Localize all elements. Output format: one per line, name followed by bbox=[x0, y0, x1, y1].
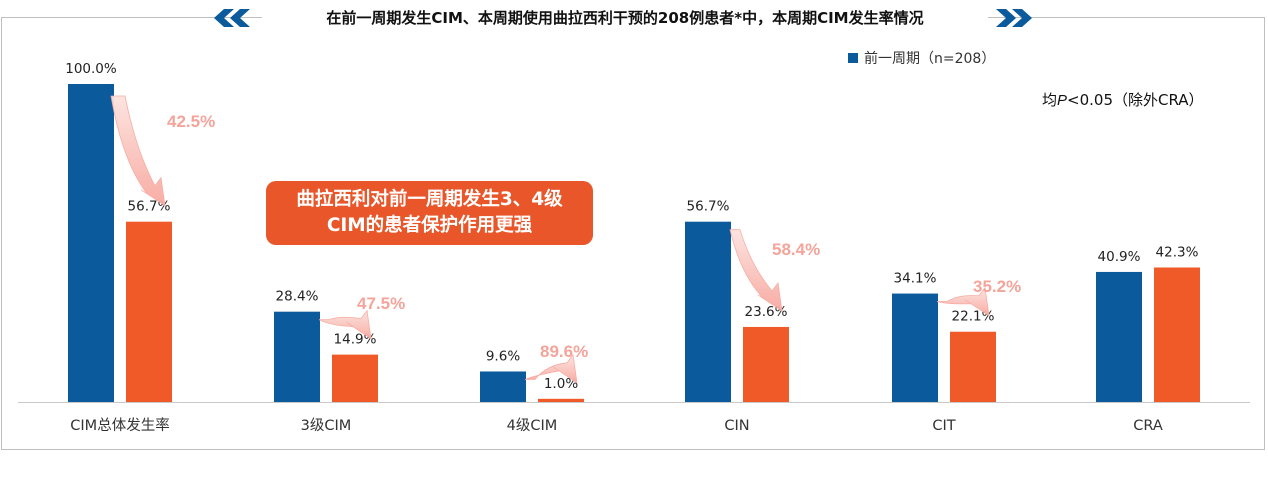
note-p-symbol: P bbox=[1057, 92, 1068, 109]
bar-previous-cycle bbox=[68, 84, 114, 402]
reduction-label: 35.2% bbox=[973, 277, 1021, 296]
bar-current-cycle bbox=[743, 326, 789, 402]
data-label-previous: 9.6% bbox=[486, 348, 520, 364]
legend-label: 前一周期（n=208） bbox=[864, 51, 996, 67]
bar-current-cycle bbox=[126, 221, 172, 402]
bar-current-cycle bbox=[538, 398, 584, 402]
x-tick-label: CRA bbox=[1133, 418, 1163, 434]
x-tick-label: CIN bbox=[724, 418, 749, 434]
significance-note: 均P<0.05（除外CRA） bbox=[1042, 89, 1204, 110]
callout-line-2: CIM的患者保护作用更强 bbox=[326, 215, 533, 236]
reduction-arrow bbox=[729, 229, 783, 312]
data-label-previous: 34.1% bbox=[894, 271, 937, 287]
x-tick-label: 3级CIM bbox=[301, 417, 352, 434]
data-label-previous: 40.9% bbox=[1098, 249, 1141, 265]
note-prefix: 均 bbox=[1042, 91, 1058, 109]
bar-previous-cycle bbox=[892, 293, 938, 402]
reduction-label: 47.5% bbox=[357, 294, 405, 313]
callout-box: 曲拉西利对前一周期发生3、4级 CIM的患者保护作用更强 bbox=[266, 181, 593, 245]
data-label-previous: 100.0% bbox=[65, 61, 117, 77]
reduction-arrow bbox=[110, 95, 166, 207]
data-label-current: 42.3% bbox=[1156, 244, 1199, 260]
chart-frame bbox=[1, 17, 1265, 450]
bar-current-cycle bbox=[950, 331, 996, 402]
bar-previous-cycle bbox=[274, 311, 320, 402]
data-label-current: 1.0% bbox=[544, 376, 578, 392]
data-label-previous: 28.4% bbox=[276, 289, 319, 305]
double-chevron-left-icon bbox=[214, 9, 250, 27]
reduction-label: 58.4% bbox=[772, 240, 820, 259]
bar-current-cycle bbox=[1154, 267, 1200, 402]
bar-previous-cycle bbox=[480, 371, 526, 402]
chart-title: 在前一周期发生CIM、本周期使用曲拉西利干预的208例患者*中，本周期CIM发生… bbox=[262, 6, 988, 30]
reduction-arrow bbox=[936, 286, 990, 317]
x-tick-label: CIM总体发生率 bbox=[70, 417, 169, 434]
title-bar: 在前一周期发生CIM、本周期使用曲拉西利干预的208例患者*中，本周期CIM发生… bbox=[0, 6, 1268, 32]
reduction-arrow bbox=[524, 353, 578, 384]
callout-line-1: 曲拉西利对前一周期发生3、4级 bbox=[296, 189, 563, 210]
bar-previous-cycle bbox=[1096, 271, 1142, 402]
legend-swatch-previous-cycle bbox=[848, 53, 858, 63]
reduction-label: 89.6% bbox=[540, 342, 588, 361]
reduction-label: 42.5% bbox=[167, 112, 215, 131]
double-chevron-right-icon bbox=[996, 9, 1032, 27]
x-tick-label: CIT bbox=[932, 418, 955, 434]
data-label-previous: 56.7% bbox=[687, 199, 730, 215]
reduction-arrow bbox=[318, 309, 372, 340]
note-suffix: <0.05（除外CRA） bbox=[1067, 91, 1204, 109]
x-tick-label: 4级CIM bbox=[507, 417, 558, 434]
bar-current-cycle bbox=[332, 354, 378, 402]
legend: 前一周期（n=208） bbox=[848, 48, 995, 68]
bar-previous-cycle bbox=[685, 221, 731, 402]
